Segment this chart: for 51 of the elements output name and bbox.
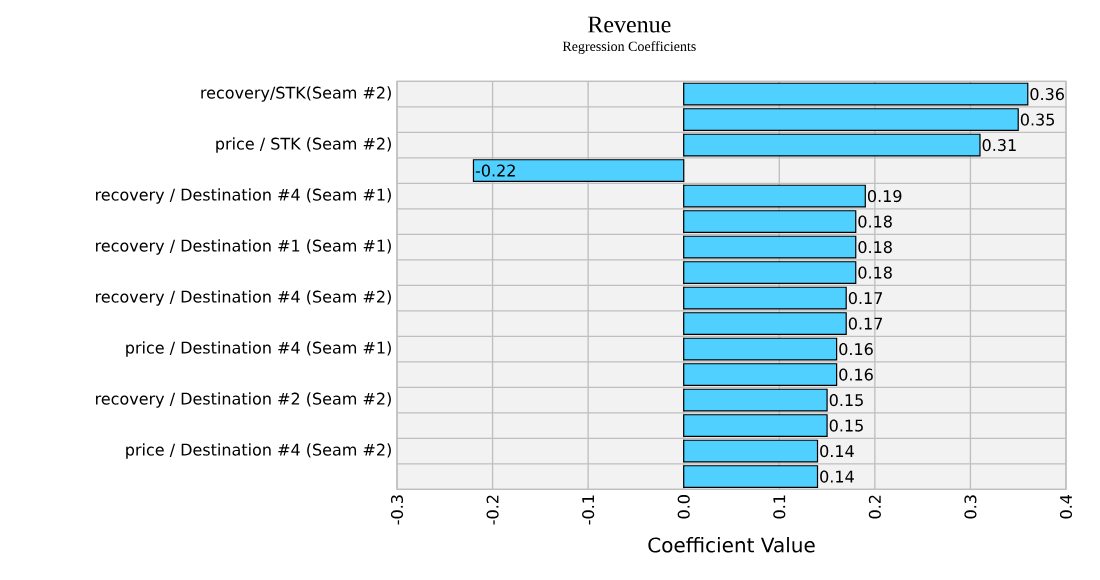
data-label: 0.14 (820, 445, 854, 458)
y-tick-label: recovery / Destination #2 (Seam #2) (96, 392, 391, 408)
data-label: 0.16 (839, 368, 873, 381)
y-tick-label: price / Destination #4 (Seam #1) (126, 341, 391, 357)
data-label: 0.14 (820, 470, 854, 483)
x-tick-label: 0.3 (964, 495, 977, 519)
bar (683, 363, 838, 387)
data-label: -0.22 (475, 164, 515, 177)
data-label: 0.17 (848, 317, 883, 330)
chart-title: Revenue (588, 16, 671, 33)
data-label: 0.18 (858, 266, 892, 279)
bar (683, 465, 819, 489)
data-label: 0.18 (858, 215, 892, 228)
bar (683, 388, 828, 412)
bar (683, 108, 1019, 132)
chart-subtitle: Regression Coefficients (562, 41, 696, 54)
data-label: 0.35 (1020, 113, 1055, 126)
bar (683, 82, 1029, 106)
bar (683, 337, 838, 361)
bar (683, 414, 828, 438)
x-tick-label: -0.2 (486, 495, 499, 525)
data-label: 0.18 (858, 241, 892, 254)
data-label: 0.17 (848, 292, 883, 305)
y-tick-label: recovery/STK(Seam #2) (201, 86, 391, 102)
data-label: 0.16 (839, 343, 873, 356)
x-tick-label: -0.3 (390, 495, 404, 525)
bar (683, 184, 866, 208)
y-tick-label: price / STK (Seam #2) (216, 137, 391, 153)
data-label: 0.15 (829, 394, 863, 407)
y-tick-label: recovery / Destination #4 (Seam #2) (96, 290, 391, 306)
x-axis-title: Coefficient Value (648, 537, 815, 553)
data-label: 0.31 (982, 139, 1016, 152)
y-tick-label: recovery / Destination #1 (Seam #1) (96, 239, 391, 255)
x-tick-label: 0.2 (868, 495, 881, 519)
bar (683, 312, 847, 336)
data-label: 0.15 (829, 419, 863, 432)
x-tick-label: 0.0 (677, 495, 690, 519)
y-tick-label: recovery / Destination #4 (Seam #1) (96, 188, 391, 204)
bar (683, 261, 857, 285)
bar (683, 439, 819, 463)
data-label: 0.19 (867, 190, 902, 203)
bar (683, 235, 857, 259)
x-tick-label: 0.1 (773, 495, 786, 519)
x-tick-label: 0.4 (1059, 494, 1073, 519)
bar (683, 133, 981, 157)
y-tick-label: price / Destination #4 (Seam #2) (126, 443, 391, 459)
bar (683, 210, 857, 234)
bar (472, 159, 685, 183)
x-tick-label: -0.1 (582, 495, 595, 525)
bar (683, 286, 847, 310)
data-label: 0.36 (1030, 88, 1064, 101)
